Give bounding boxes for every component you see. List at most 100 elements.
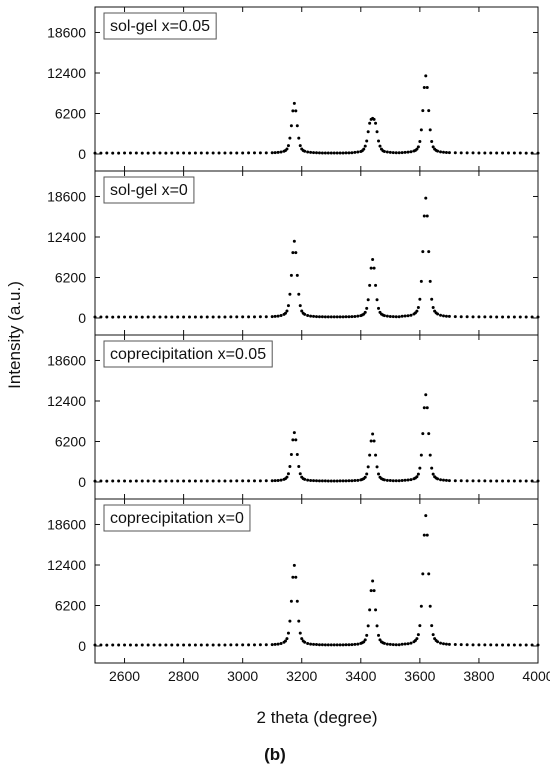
data-point	[368, 121, 372, 125]
data-point	[425, 406, 429, 410]
data-point	[403, 150, 407, 154]
data-point	[128, 315, 132, 319]
data-point	[273, 642, 277, 646]
data-point	[289, 599, 293, 603]
data-point	[338, 643, 342, 647]
data-point	[320, 315, 324, 319]
data-point	[341, 315, 345, 319]
data-point	[170, 151, 174, 155]
y-tick-label: 18600	[47, 188, 86, 204]
data-point	[422, 533, 426, 537]
data-point	[105, 643, 109, 647]
data-point	[315, 479, 318, 483]
data-point	[444, 478, 448, 482]
data-point	[453, 643, 457, 647]
x-tick-label: 3200	[286, 668, 317, 684]
data-point	[366, 624, 370, 628]
data-point	[276, 150, 280, 154]
data-point	[152, 151, 156, 155]
data-point	[170, 315, 174, 319]
data-point	[289, 124, 293, 128]
data-point	[182, 151, 186, 155]
data-point	[512, 315, 516, 319]
data-point	[377, 306, 381, 310]
data-point	[372, 117, 376, 121]
data-point	[419, 279, 423, 283]
data-point	[341, 479, 345, 483]
data-point	[297, 619, 301, 623]
data-point	[123, 315, 127, 319]
data-point	[205, 315, 209, 319]
data-point	[347, 315, 351, 319]
data-point	[152, 643, 156, 647]
data-point	[252, 479, 256, 483]
data-point	[353, 150, 357, 154]
y-tick-label: 18600	[47, 352, 86, 368]
data-point	[425, 214, 429, 218]
data-point	[353, 479, 357, 483]
data-point	[317, 643, 321, 647]
data-point	[289, 273, 293, 277]
data-point	[295, 273, 299, 277]
data-point	[193, 479, 197, 483]
data-point	[205, 643, 209, 647]
data-point	[306, 150, 310, 154]
data-point	[312, 642, 316, 646]
data-point	[193, 151, 197, 155]
data-point	[164, 151, 168, 155]
data-point	[229, 315, 233, 319]
data-point	[273, 151, 277, 155]
data-point	[320, 643, 324, 647]
data-point	[315, 315, 318, 319]
data-point	[273, 314, 277, 318]
data-point	[427, 572, 431, 576]
data-point	[518, 315, 522, 319]
data-point	[385, 478, 389, 482]
data-point	[403, 314, 407, 318]
data-point	[292, 239, 296, 243]
data-point	[270, 315, 274, 319]
data-point	[270, 151, 274, 155]
data-point	[406, 314, 410, 318]
panel-label: sol-gel x=0.05	[110, 18, 210, 35]
data-point	[158, 151, 162, 155]
data-point	[205, 151, 209, 155]
data-point	[368, 453, 372, 457]
y-axis-title: Intensity (a.u.)	[5, 281, 24, 389]
data-point	[326, 479, 330, 483]
data-point	[123, 479, 127, 483]
data-point	[431, 472, 435, 476]
data-point	[428, 453, 432, 457]
data-point	[444, 150, 448, 154]
data-point	[288, 465, 292, 469]
data-point	[211, 315, 215, 319]
data-point	[199, 315, 203, 319]
panel-label-box	[103, 12, 217, 40]
data-point	[317, 151, 321, 155]
data-point	[406, 150, 410, 154]
data-point	[288, 136, 292, 140]
data-point	[506, 315, 510, 319]
data-point	[421, 250, 425, 254]
data-point	[366, 465, 370, 469]
data-point	[430, 466, 434, 470]
data-point	[288, 619, 292, 623]
data-point	[388, 314, 392, 318]
data-point	[501, 643, 505, 647]
data-point	[99, 643, 103, 647]
data-point	[459, 479, 463, 483]
data-point	[363, 310, 367, 314]
data-point	[235, 315, 239, 319]
data-point	[105, 151, 109, 155]
data-point	[409, 478, 413, 482]
data-point	[338, 151, 342, 155]
data-point	[416, 633, 420, 637]
data-point	[441, 478, 445, 482]
data-point	[495, 315, 499, 319]
data-point	[123, 643, 127, 647]
data-point	[362, 147, 366, 151]
data-point	[391, 479, 395, 483]
data-point	[146, 479, 150, 483]
data-point	[164, 479, 168, 483]
y-tick-label: 18600	[47, 516, 86, 532]
